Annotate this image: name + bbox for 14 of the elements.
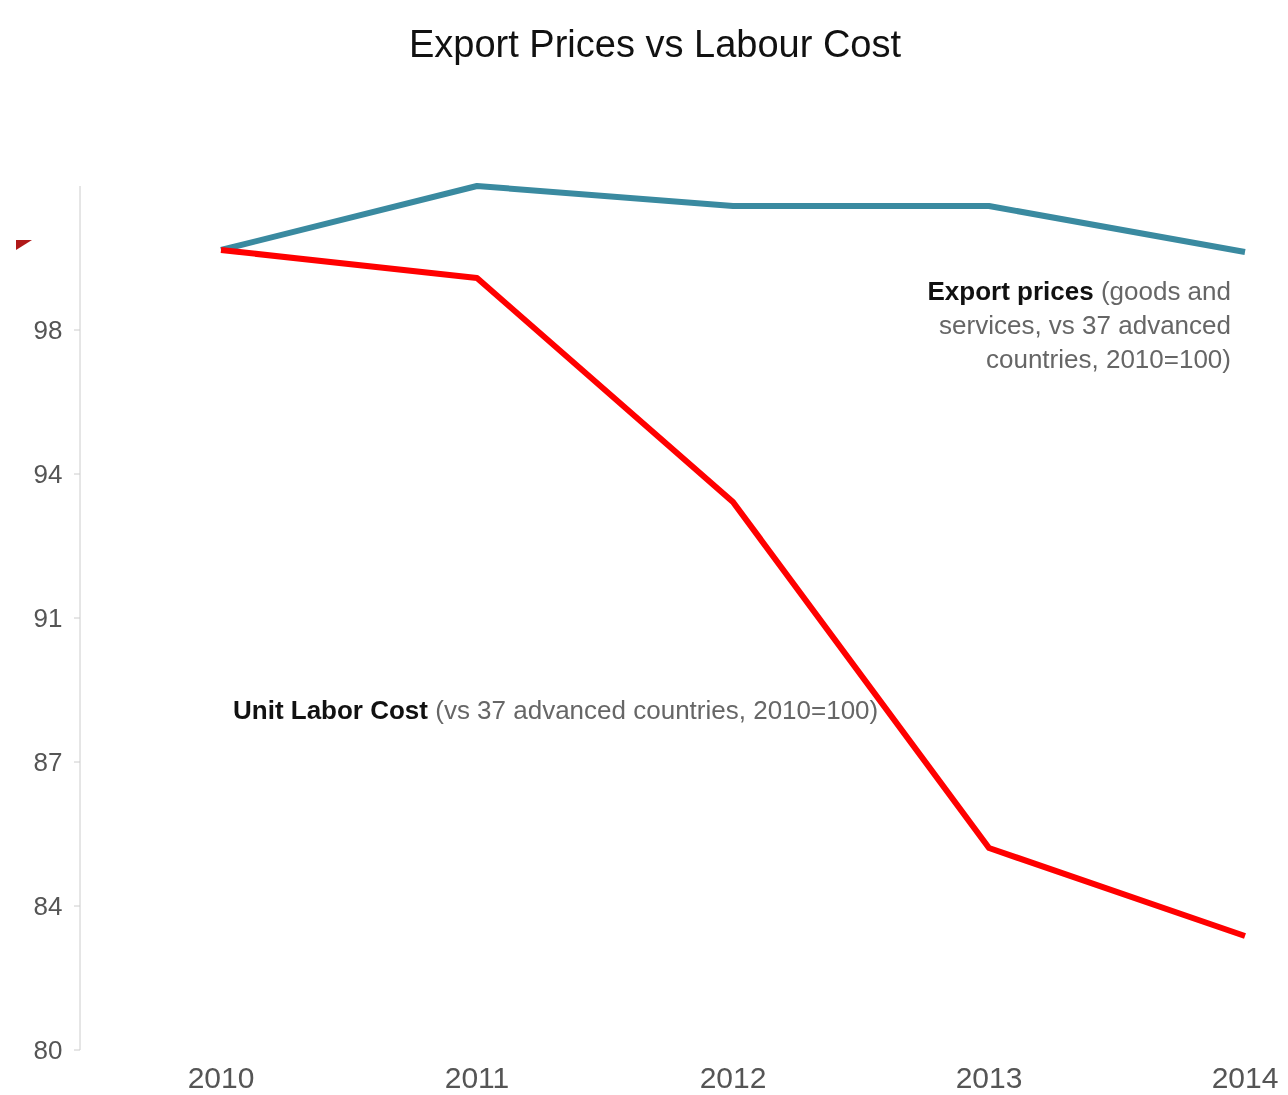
y-tick-label: 87 — [33, 747, 63, 778]
x-tick-label: 2010 — [187, 1061, 255, 1094]
y-tick-label: 94 — [33, 459, 63, 490]
y-tick-label: 80 — [33, 1035, 63, 1066]
y-tick-label: 91 — [33, 603, 63, 634]
x-tick-label: 2014 — [1211, 1061, 1279, 1094]
y-tick-label: 98 — [33, 315, 63, 346]
x-tick-label: 2013 — [955, 1061, 1023, 1094]
series-label: Unit Labor Cost (vs 37 advanced countries, 2010=100) — [233, 695, 879, 725]
y-tick-label: 84 — [33, 891, 63, 922]
x-tick-label: 2011 — [444, 1061, 510, 1094]
x-tick-label: 2012 — [699, 1061, 767, 1094]
series-label: Export prices (goods and services, vs 37 advanced countries, 2010=100) — [927, 276, 1231, 374]
chart-title: Export Prices vs Labour Cost — [408, 23, 902, 65]
